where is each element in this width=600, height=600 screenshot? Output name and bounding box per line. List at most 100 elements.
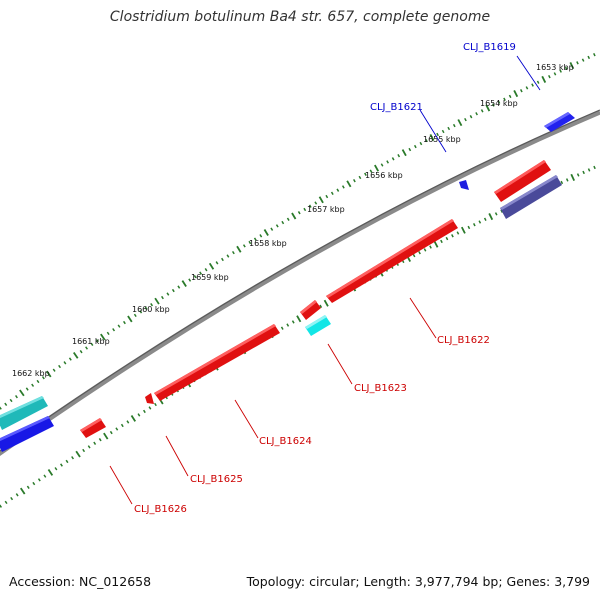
inner-tick: [500, 209, 504, 213]
inner-tick: [154, 402, 157, 407]
genome-backbone: [0, 109, 600, 457]
inner-tick: [60, 463, 63, 467]
tick-label-1660: 1660 kbp: [132, 305, 170, 314]
outer-tick: [166, 292, 170, 296]
outer-tick: [525, 86, 529, 90]
outer-tick: [181, 280, 187, 288]
gene-clj-b1626-shape[interactable]: [80, 418, 106, 438]
outer-tick: [425, 138, 428, 143]
gene-blue-left[interactable]: [0, 416, 54, 452]
outer-tick: [508, 94, 512, 99]
outer-tick: [31, 383, 35, 387]
inner-tick: [483, 217, 487, 221]
outer-tick: [221, 257, 224, 262]
outer-tick: [513, 90, 519, 98]
gene-small-red[interactable]: [300, 300, 321, 320]
inner-tick: [576, 173, 580, 177]
gene-purple[interactable]: [500, 175, 562, 219]
outer-tick: [52, 368, 56, 372]
inner-tick: [296, 315, 302, 323]
outer-tick: [303, 207, 307, 212]
outer-tick: [63, 361, 67, 365]
outer-tick: [541, 75, 547, 83]
outer-tick: [436, 132, 439, 137]
gene-label-clj-b1625: CLJ_B1625: [190, 474, 243, 485]
inner-tick: [593, 165, 596, 170]
outer-tick: [401, 149, 407, 157]
outer-tick: [325, 194, 329, 199]
gene-clj-b1619[interactable]: [544, 112, 575, 132]
inner-tick: [451, 234, 454, 238]
outer-tick: [144, 306, 148, 310]
gene-label-clj-b1626: CLJ_B1626: [134, 504, 187, 515]
outer-tick: [314, 201, 318, 205]
gene-red-near-1622[interactable]: [494, 160, 551, 202]
outer-tick: [133, 313, 137, 318]
inner-tick: [286, 323, 290, 327]
reverse-features: [80, 219, 458, 438]
outer-tick: [397, 154, 401, 158]
outer-tick: [9, 398, 13, 403]
gene-clj-b1622-shape[interactable]: [326, 219, 458, 303]
outer-tick: [593, 53, 596, 57]
outer-tick: [263, 229, 269, 236]
inner-tick: [433, 240, 439, 248]
inner-tick: [494, 212, 498, 216]
outer-tick: [408, 147, 412, 152]
inner-tick: [47, 469, 54, 476]
outer-tick: [548, 74, 551, 79]
inner-tick: [120, 423, 124, 428]
outer-tick: [485, 104, 491, 112]
outer-tick: [492, 103, 495, 107]
outer-tick: [58, 364, 62, 369]
inner-tick: [291, 320, 295, 324]
outer-tick: [150, 303, 154, 307]
outer-tick: [122, 320, 126, 325]
outer-tick: [41, 376, 45, 380]
outer-tick: [369, 169, 373, 173]
outer-tick: [19, 389, 25, 397]
outer-tick: [531, 83, 534, 87]
outer-tick: [25, 387, 29, 391]
inner-tick: [418, 251, 421, 255]
outer-tick: [236, 245, 242, 253]
outer-tick: [413, 144, 417, 149]
inner-tick: [54, 467, 58, 471]
outer-tick: [297, 211, 301, 215]
label-leaders: [109, 55, 541, 505]
outer-tick: [452, 123, 456, 128]
outer-tick: [79, 350, 83, 354]
inner-tick: [429, 245, 432, 249]
outer-tick: [117, 324, 121, 328]
inner-tick: [565, 178, 569, 182]
outer-tick: [259, 234, 263, 238]
outer-tick: [346, 180, 352, 188]
inner-tick: [32, 481, 36, 486]
outer-tick: [127, 315, 133, 323]
gene-label-clj-b1623: CLJ_B1623: [354, 383, 407, 394]
gene-clj-b1625-shape[interactable]: [145, 393, 154, 404]
gene-label-clj-b1624: CLJ_B1624: [259, 436, 312, 447]
outer-tick: [286, 217, 290, 221]
gene-clj-b1621[interactable]: [459, 180, 469, 190]
tick-label-1653: 1653 kbp: [536, 63, 574, 72]
outer-tick: [419, 141, 423, 146]
outer-tick: [193, 274, 197, 279]
inner-tick: [570, 173, 575, 181]
tick-label-1661: 1661 kbp: [72, 337, 110, 346]
map-title: Clostridium botulinum Ba4 str. 657, comp…: [109, 9, 491, 25]
outer-tick: [281, 220, 285, 225]
outer-tick: [242, 244, 246, 248]
inner-tick: [467, 225, 471, 230]
gene-label-clj-b1621: CLJ_B1621: [370, 102, 423, 113]
gene-clj-b1624-shape[interactable]: [154, 324, 280, 401]
gene-teal-left[interactable]: [0, 396, 48, 430]
tick-label-1654: 1654 kbp: [480, 99, 518, 108]
outer-tick: [576, 61, 579, 65]
outer-tick: [199, 271, 203, 275]
outer-tick: [226, 254, 230, 258]
outer-tick-ring: [0, 53, 596, 410]
gene-clj-b1623-shape[interactable]: [305, 315, 331, 336]
gene-labels: CLJ_B1619 CLJ_B1621 CLJ_B1622 CLJ_B1623 …: [134, 42, 516, 515]
outer-tick: [341, 185, 345, 189]
